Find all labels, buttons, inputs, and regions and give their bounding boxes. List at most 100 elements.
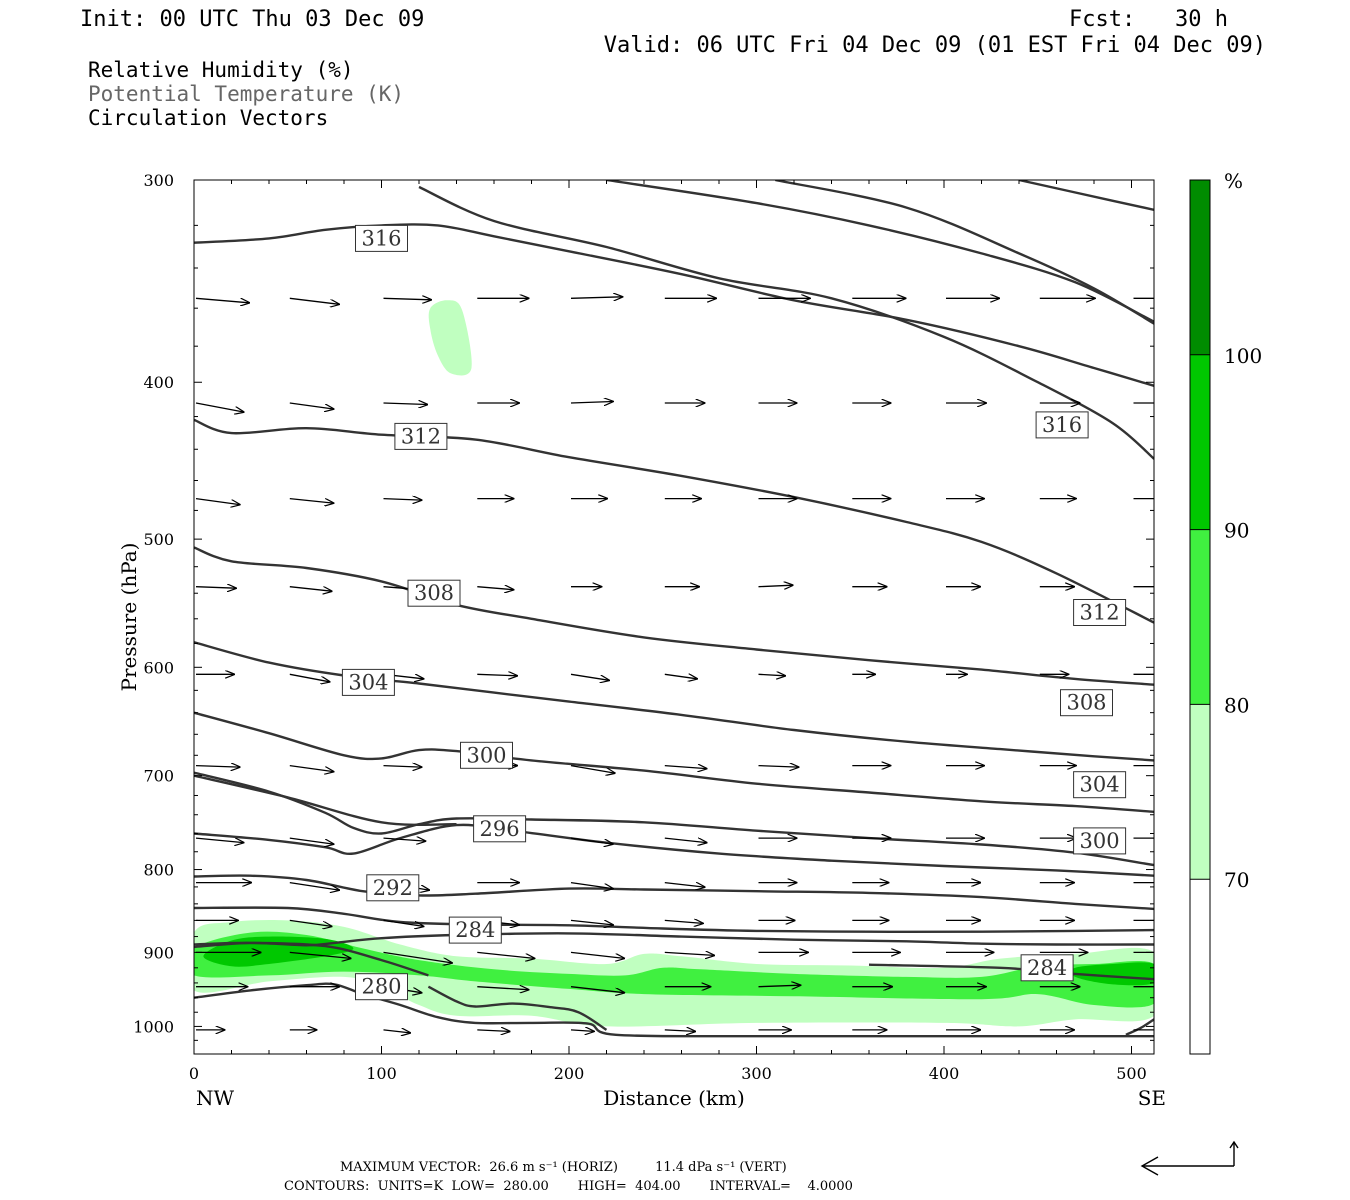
- vector-arrow: [758, 585, 793, 587]
- contour-info-text: CONTOURS: UNITS=K LOW= 280.00 HIGH= 404.…: [284, 1179, 853, 1194]
- y-tick-label-1000: 1000: [133, 1017, 174, 1036]
- theta-contour-labels: 280 284 284 292 296 300 300 304 304 308 308 312 312 3…: [341, 224, 1127, 1001]
- contour-label-308: 308: [1066, 691, 1106, 715]
- vector-arrow: [289, 837, 334, 844]
- y-tick-label-700: 700: [143, 767, 174, 786]
- contour-label-312: 312: [401, 424, 441, 448]
- vector-arrow: [477, 674, 517, 676]
- reference-vector-icon: [1140, 1140, 1239, 1176]
- theta-contour-288: [194, 906, 1154, 934]
- contour-label-280: 280: [361, 975, 401, 999]
- vector-arrow: [570, 837, 613, 844]
- vector-arrow: [383, 951, 452, 963]
- vector-arrow: [383, 403, 428, 405]
- contour-label-box: [407, 579, 461, 607]
- vector-arrow: [664, 674, 697, 679]
- vector-arrow: [383, 1030, 411, 1033]
- vector-arrow: [570, 764, 615, 774]
- forecast-hour-text: Fcst: 30 h: [1069, 7, 1228, 32]
- vector-arrow: [477, 1030, 509, 1032]
- x-tick-label-500: 500: [1116, 1064, 1147, 1083]
- x-endpoint-left: NW: [196, 1086, 235, 1110]
- vector-arrow: [570, 402, 613, 404]
- theta-contour-308: [194, 641, 1154, 762]
- contour-label-308: 308: [414, 581, 454, 605]
- vector-arrow: [570, 919, 613, 925]
- x-tick-label-400: 400: [929, 1064, 960, 1083]
- vector-arrow: [289, 497, 334, 504]
- y-axis-label: Pressure (hPa): [117, 543, 141, 692]
- contour-label-292: 292: [373, 876, 413, 900]
- contour-label-296: 296: [480, 817, 520, 841]
- contour-label-box: [355, 973, 408, 1001]
- rh-region-80-0: [194, 931, 1154, 1008]
- colorbar-segment-4: [1190, 180, 1210, 355]
- vector-arrow: [570, 881, 613, 889]
- theta-contour-300b: [194, 774, 457, 827]
- theta-contour-300: [194, 771, 1154, 867]
- colorbar-segment-3: [1190, 354, 1210, 530]
- contour-label-box: [473, 815, 527, 843]
- vector-arrow: [758, 985, 801, 987]
- vector-arrow: [664, 920, 703, 923]
- legend-item-vectors: Circulation Vectors: [88, 106, 328, 130]
- theta-contour-316: [194, 223, 1154, 387]
- vector-arrow: [289, 297, 339, 304]
- y-tick-label-600: 600: [143, 658, 174, 677]
- vector-arrow: [664, 1030, 695, 1032]
- contour-label-316: 316: [361, 226, 401, 250]
- colorbar-segment-0: [1190, 879, 1210, 1054]
- vector-arrow: [289, 764, 334, 772]
- vector-arrow: [289, 881, 339, 891]
- theta-contour-296: [194, 823, 1154, 877]
- theta-contour-280c: [1125, 1018, 1154, 1036]
- contour-label-box: [1060, 689, 1113, 717]
- legend-item-rh: Relative Humidity (%): [88, 58, 354, 82]
- vector-arrow: [383, 499, 422, 501]
- y-tick-label-300: 300: [143, 171, 174, 190]
- vector-arrow: [758, 674, 786, 676]
- contour-label-284: 284: [1027, 956, 1067, 980]
- colorbar: 70 80 90 100: [1189, 179, 1262, 1055]
- colorbar-label-80: 80: [1224, 693, 1249, 717]
- vector-arrow: [758, 766, 799, 768]
- theta-contour-312: [194, 546, 1154, 686]
- colorbar-unit: %: [1224, 169, 1243, 193]
- vector-arrow: [195, 497, 240, 505]
- colorbar-label-90: 90: [1224, 519, 1249, 543]
- vector-arrow: [570, 986, 624, 993]
- rh-region-70-1: [428, 300, 472, 376]
- y-tick-label-900: 900: [143, 943, 174, 962]
- vector-arrow: [289, 919, 332, 926]
- vector-arrow: [570, 297, 622, 299]
- contour-label-box: [366, 874, 420, 902]
- x-axis-ticks: 0 100 200 300 400 500: [189, 180, 1147, 1083]
- init-time-text: Init: 00 UTC Thu 03 Dec 09: [80, 7, 424, 32]
- vector-arrow: [195, 402, 244, 412]
- theta-contour-280: [194, 982, 1154, 1038]
- vector-arrow: [477, 987, 528, 990]
- contour-label-box: [1020, 954, 1074, 982]
- vector-arrow: [289, 402, 334, 409]
- contour-label-box: [341, 668, 395, 696]
- vector-arrow: [664, 952, 714, 955]
- colorbar-segment-2: [1190, 529, 1210, 705]
- y-tick-label-500: 500: [143, 530, 174, 549]
- vector-arrow: [664, 837, 707, 843]
- contour-label-312: 312: [1080, 601, 1120, 625]
- vector-arrow: [383, 298, 432, 300]
- vector-arrow: [383, 919, 424, 926]
- theta-contour-284b: [194, 941, 429, 977]
- contour-label-box: [460, 741, 513, 769]
- colorbar-label-70: 70: [1224, 868, 1249, 892]
- x-tick-label-300: 300: [741, 1064, 772, 1083]
- y-tick-label-800: 800: [143, 861, 174, 880]
- vector-arrow: [289, 951, 351, 958]
- valid-time-text: Valid: 06 UTC Fri 04 Dec 09 (01 EST Fri …: [604, 33, 1266, 58]
- legend-item-theta: Potential Temperature (K): [88, 82, 404, 106]
- contour-label-300: 300: [466, 743, 506, 767]
- contour-label-284: 284: [455, 918, 495, 942]
- contour-label-box: [1073, 599, 1127, 626]
- plot-frame: [193, 179, 1155, 1055]
